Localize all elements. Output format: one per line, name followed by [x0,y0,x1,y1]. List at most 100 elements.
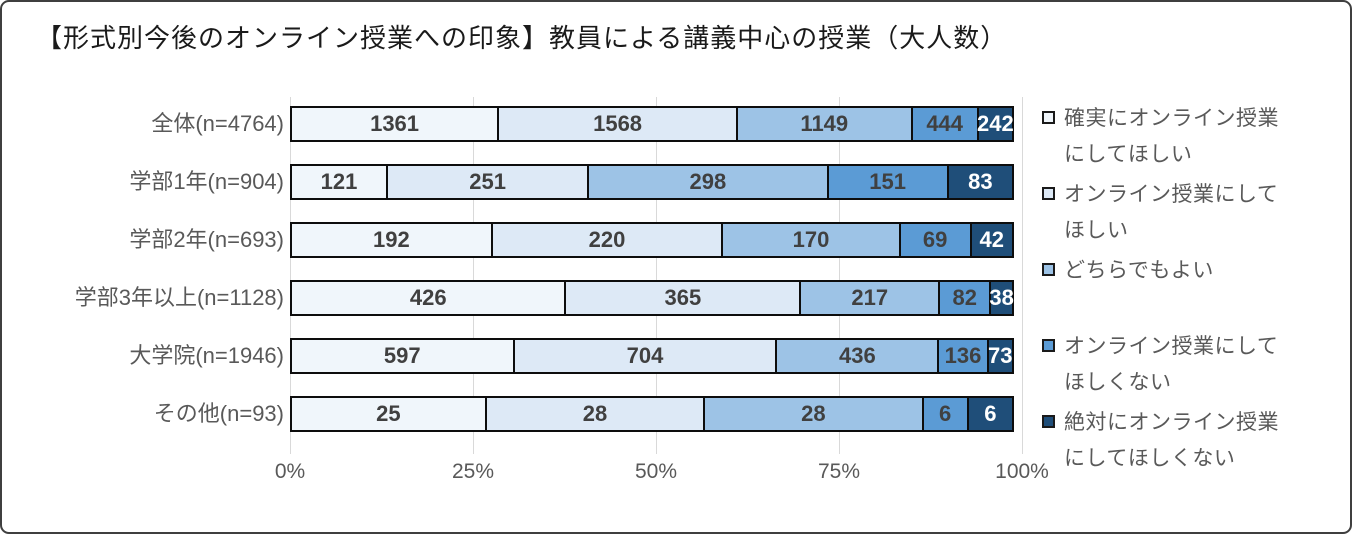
bar-value-label: 82 [952,285,977,310]
legend-swatch [1042,111,1055,124]
legend-label: 絶対にオンライン授業にしてほしくない [1064,411,1279,470]
bar-value-label: 69 [922,227,948,252]
bar-segment: 28 [484,396,706,432]
category-label: 大学院(n=1946) [129,343,284,368]
bar-value-label: 1149 [800,111,849,136]
bar-value-label: 298 [689,169,727,194]
gridline [1021,97,1023,454]
legend-label: どちらでもよい [1064,259,1214,282]
bar-segment: 83 [946,164,1014,200]
bar-segment: 28 [703,396,924,432]
bar-segment: 251 [385,164,590,200]
bar-segment: 151 [826,164,949,200]
bar-value-label: 38 [989,285,1014,310]
bar-value-label: 444 [926,111,964,136]
bar-value-label: 25 [376,401,401,426]
x-tick-label: 100% [995,460,1049,483]
x-tick-label: 50% [634,460,678,483]
bar-segment: 426 [290,280,567,316]
bar-segment: 444 [910,106,979,142]
bar-value-label: 83 [968,169,993,194]
bar-segment: 73 [986,338,1014,374]
bar-value-label: 121 [320,169,358,194]
bar-value-label: 28 [582,401,608,426]
gridline [838,97,840,454]
bar-segment: 365 [564,280,802,316]
bar-value-label: 436 [839,343,876,368]
legend-swatch [1042,187,1055,200]
legend: 確実にオンライン授業にしてほしい オンライン授業にしてほしいどちらでもよいオンライ… [1042,101,1342,481]
x-tick-label: 75% [817,460,861,483]
bar-value-label: 597 [383,343,421,368]
bar-value-label: 28 [801,401,826,426]
bar-segment: 25 [290,396,487,432]
gridline [655,97,657,454]
category-axis: 全体(n=4764) 学部1年(n=904) 学部2年(n=693) 学部3年以上(n… [22,2,284,532]
bar-value-label: 6 [984,401,997,426]
category-label: 学部1年(n=904) [129,169,284,194]
bar-segment: 38 [989,280,1014,316]
bar-value-label: 426 [409,285,447,310]
bar-value-label: 365 [664,285,702,310]
bar-value-label: 242 [977,111,1014,136]
legend-item: 絶対にオンライン授業にしてほしくない [1042,405,1342,481]
bar-segment: 121 [290,164,388,200]
bar-value-label: 251 [469,169,506,194]
bar-value-label: 217 [851,285,889,310]
bar-segment: 704 [512,338,778,374]
bar-value-label: 42 [979,227,1005,252]
bar-segment: 242 [976,106,1014,142]
bar-row: 25 28 28 6 6 [290,396,1022,432]
bar-segment: 192 [290,222,493,258]
bar-segment: 1149 [736,106,913,142]
legend-swatch [1042,263,1055,276]
bar-segment: 1361 [290,106,500,142]
bar-segment: 436 [775,338,940,374]
bar-value-label: 136 [944,343,982,368]
bar-segment: 217 [799,280,941,316]
bar-segment: 82 [938,280,992,316]
bar-segment: 136 [937,338,989,374]
legend-item: 確実にオンライン授業にしてほしい [1042,101,1342,177]
legend-item: どちらでもよい [1042,253,1342,329]
category-label: 学部3年以上(n=1128) [74,285,284,310]
bar-segment: 597 [290,338,515,374]
bar-value-label: 192 [373,227,410,252]
category-label: 学部2年(n=693) [129,227,284,252]
bar-segment: 220 [490,222,724,258]
legend-swatch [1042,339,1055,352]
legend-label: オンライン授業にしてほしくない [1064,335,1279,394]
bar-segment: 170 [721,222,901,258]
gridline [472,97,474,454]
legend-item: オンライン授業にしてほしい [1042,177,1342,253]
bar-value-label: 151 [869,169,906,194]
bar-segment: 6 [921,396,969,432]
bar-value-label: 1361 [370,111,420,136]
bar-segment: 69 [898,222,972,258]
bar-value-label: 220 [588,227,626,252]
gridline [289,97,291,454]
category-label: その他(n=93) [153,401,284,426]
legend-label: オンライン授業にしてほしい [1064,183,1279,242]
category-label: 全体(n=4764) [151,111,284,136]
bar-value-label: 170 [792,227,830,252]
plot-area: 1361 1568 1149 444 242 121 251 298 151 83 192 220 17… [289,97,1023,454]
bar-value-label: 73 [988,343,1013,368]
legend-item: オンライン授業にしてほしくない [1042,329,1342,405]
bar-value-label: 704 [626,343,664,368]
x-tick-label: 25% [451,460,495,483]
bar-row: 597 704 436 136 73 [290,338,1022,374]
legend-swatch [1042,415,1055,428]
bar-value-label: 1568 [593,111,643,136]
bar-segment: 298 [587,164,829,200]
bar-segment: 1568 [497,106,739,142]
bar-row: 192 220 170 69 42 [290,222,1022,258]
x-tick-label: 0% [274,460,306,483]
chart-title: 【形式別今後のオンライン授業への印象】教員による講義中心の授業（大人数） [36,23,1008,53]
bar-row: 121 251 298 151 83 [290,164,1022,200]
bar-segment: 42 [969,222,1014,258]
bar-row: 1361 1568 1149 444 242 [290,106,1022,142]
bar-row: 426 365 217 82 38 [290,280,1022,316]
legend-label: 確実にオンライン授業にしてほしい [1064,107,1279,166]
